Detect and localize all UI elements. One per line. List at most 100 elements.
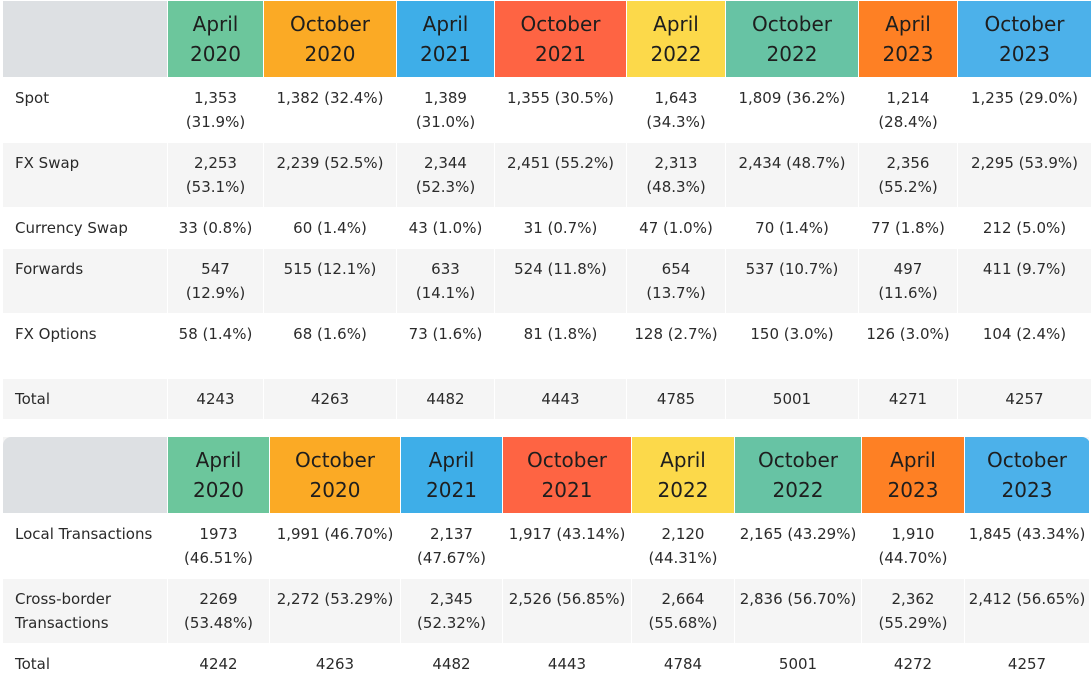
table-row: Currency Swap 33 (0.8%) 60 (1.4%) 43 (1.… [2,207,1091,249]
row-label: Total [2,378,168,420]
header-corner-cell [2,436,168,514]
header-line1: April [660,448,706,472]
row-label: Spot [2,77,168,143]
table-cell: 2,451 (55.2%) [494,142,627,208]
row-label: FX Swap [2,142,168,208]
table-cell: 1,917 (43.14%) [502,513,632,579]
header-october-2023: October 2023 [957,0,1091,78]
table-cell: 2,344 (52.3%) [396,142,495,208]
header-line1: October [526,448,608,472]
table-cell: 128 (2.7%) [626,313,726,379]
header-line2: 2023 [887,478,939,502]
header-line2: 2022 [766,42,818,66]
header-line2: 2020 [309,478,361,502]
header-line2: 2020 [193,478,244,502]
header-line1: October [986,448,1068,472]
header-april-2021: April 2021 [400,436,503,514]
table-row-total: Total 4242 4263 4482 4443 4784 5001 4272… [2,643,1090,685]
row-label: Total [2,643,168,685]
header-line2: 2023 [882,42,934,66]
table-cell: 212 (5.0%) [957,207,1091,249]
table-cell: 654 (13.7%) [626,248,726,314]
table-cell: 524 (11.8%) [494,248,627,314]
table-cell: 2,434 (48.7%) [725,142,859,208]
header-april-2023: April 2023 [858,0,958,78]
header-corner-cell [2,0,168,78]
table-cell: 68 (1.6%) [263,313,397,379]
table-cell: 81 (1.8%) [494,313,627,379]
table-cell: 1,910 (44.70%) [861,513,965,579]
fx-instruments-table: April 2020 October 2020 April 2021 October 2… [2,0,1091,420]
table-cell: 2,412 (56.65%) [964,578,1090,644]
table-cell: 70 (1.4%) [725,207,859,249]
table-row: Local Transactions 1973 (46.51%) 1,991 (… [2,513,1090,579]
table-cell: 1,643 (34.3%) [626,77,726,143]
table-cell: 43 (1.0%) [396,207,495,249]
table-cell: 77 (1.8%) [858,207,958,249]
header-october-2022: October 2022 [734,436,862,514]
header-october-2022: October 2022 [725,0,859,78]
table-cell: 2,664 (55.68%) [631,578,735,644]
table-row: Cross-border Transactions 2269 (53.48%) … [2,578,1090,644]
header-october-2020: October 2020 [263,0,397,78]
table-cell: 1,214 (28.4%) [858,77,958,143]
table-cell: 1,845 (43.34%) [964,513,1090,579]
table-cell: 547 (12.9%) [167,248,264,314]
header-line2: 2023 [1001,478,1053,502]
header-line2: 2022 [650,42,702,66]
table-cell: 2,239 (52.5%) [263,142,397,208]
table-cell: 73 (1.6%) [396,313,495,379]
table-cell: 2,836 (56.70%) [734,578,862,644]
table-cell: 1,355 (30.5%) [494,77,627,143]
table-cell: 2269 (53.48%) [167,578,270,644]
header-october-2023: October 2023 [964,436,1090,514]
header-line2: 2021 [541,478,593,502]
table-cell: 1,389 (31.0%) [396,77,495,143]
table-cell: 1,809 (36.2%) [725,77,859,143]
table-row-total: Total 4243 4263 4482 4443 4785 5001 4271… [2,378,1091,420]
table-cell: 4263 [269,643,401,685]
table-cell: 4257 [964,643,1090,685]
table-cell: 4257 [957,378,1091,420]
table-cell: 5001 [725,378,859,420]
transaction-type-table: April 2020 October 2020 April 2021 October 2… [2,436,1090,685]
table-cell: 2,272 (53.29%) [269,578,401,644]
header-line2: 2022 [657,478,709,502]
header-line1: October [757,448,839,472]
table-cell: 4263 [263,378,397,420]
header-line2: 2022 [772,478,824,502]
row-label: Local Transactions [2,513,168,579]
table-cell: 1,991 (46.70%) [269,513,401,579]
table-cell: 4242 [167,643,270,685]
header-april-2022: April 2022 [626,0,726,78]
table-cell: 2,356 (55.2%) [858,142,958,208]
header-row: April 2020 October 2020 April 2021 October 2… [2,0,1091,78]
table-cell: 4272 [861,643,965,685]
table-cell: 47 (1.0%) [626,207,726,249]
table-cell: 4243 [167,378,264,420]
table-cell: 515 (12.1%) [263,248,397,314]
row-label: Cross-border Transactions [2,578,168,644]
table-cell: 497 (11.6%) [858,248,958,314]
header-line2: 2021 [420,42,471,66]
table-cell: 2,295 (53.9%) [957,142,1091,208]
header-line2: 2021 [535,42,586,66]
header-line1: April [422,12,469,36]
header-line2: 2020 [190,42,241,66]
table-cell: 4443 [494,378,627,420]
table-cell: 1,235 (29.0%) [957,77,1091,143]
table-row: Spot 1,353 (31.9%) 1,382 (32.4%) 1,389 (… [2,77,1091,143]
table-cell: 633 (14.1%) [396,248,495,314]
header-april-2022: April 2022 [631,436,735,514]
header-october-2020: October 2020 [269,436,401,514]
table-row: FX Options 58 (1.4%) 68 (1.6%) 73 (1.6%)… [2,313,1091,379]
table-cell: 4443 [502,643,632,685]
table-row: FX Swap 2,253 (53.1%) 2,239 (52.5%) 2,34… [2,142,1091,208]
header-line1: October [984,12,1065,36]
header-line1: April [192,12,239,36]
table-cell: 31 (0.7%) [494,207,627,249]
header-line1: April [890,448,936,472]
header-line2: 2021 [426,478,477,502]
row-label: Forwards [2,248,168,314]
header-april-2023: April 2023 [861,436,965,514]
